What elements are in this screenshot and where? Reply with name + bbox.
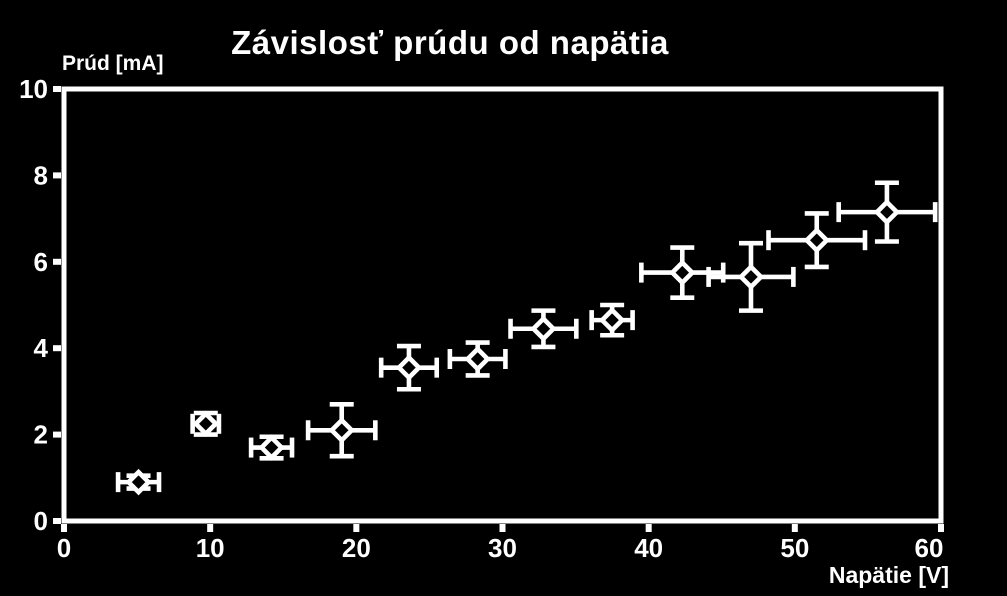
- y-tick-label: 6: [34, 247, 48, 277]
- x-tick-label: 30: [488, 533, 517, 563]
- y-tick-label: 2: [34, 420, 48, 450]
- x-tick-label: 0: [57, 533, 71, 563]
- data-point-marker: [192, 410, 220, 438]
- data-point-marker: [598, 306, 626, 334]
- data-point-marker: [669, 259, 696, 286]
- data-point-marker: [328, 417, 355, 444]
- y-tick-label: 0: [34, 506, 48, 536]
- y-tick-label: 4: [34, 333, 49, 363]
- data-point-marker: [464, 345, 491, 373]
- data-point-marker: [258, 434, 285, 461]
- chart-title: Závislosť prúdu od napätia: [231, 24, 669, 61]
- x-tick-label: 50: [780, 533, 809, 563]
- x-tick-label: 60: [915, 533, 944, 563]
- data-point-marker: [737, 263, 765, 291]
- x-tick-label: 40: [634, 533, 663, 563]
- data-point-marker: [873, 198, 901, 226]
- x-tick-label: 10: [196, 533, 225, 563]
- data-point-marker: [530, 315, 557, 343]
- data-point-marker: [125, 468, 152, 496]
- plot-frame: [61, 86, 944, 524]
- y-axis-label: Prúd [mA]: [62, 52, 164, 75]
- y-tick-label: 10: [19, 74, 48, 104]
- data-point-marker: [395, 354, 423, 381]
- y-tick-label: 8: [34, 160, 48, 190]
- data-point-marker: [803, 226, 831, 254]
- x-tick-label: 20: [342, 533, 371, 563]
- x-axis-label: Napätie [V]: [828, 562, 949, 588]
